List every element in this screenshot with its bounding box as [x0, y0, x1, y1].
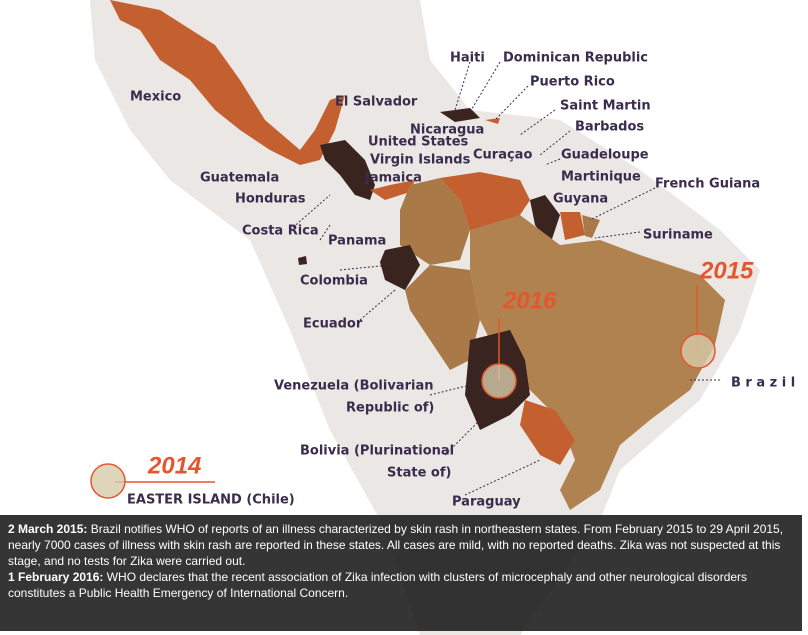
mexico — [110, 0, 345, 165]
ecuador — [380, 245, 420, 290]
peru — [405, 265, 480, 370]
country-label: Bolivia (Plurinational — [300, 444, 454, 459]
marker-2016 — [481, 363, 517, 399]
caption: 2 March 2015: Brazil notifies WHO of rep… — [0, 515, 802, 631]
country-label: Haiti — [450, 51, 485, 66]
year-label: 2014 — [147, 452, 201, 479]
leader-line — [289, 61, 720, 496]
venezuela — [440, 172, 530, 230]
country-label: Puerto Rico — [530, 75, 615, 90]
central-america — [320, 140, 375, 200]
caption-text: Brazil notifies WHO of reports of an ill… — [8, 522, 784, 568]
year-label: 2016 — [502, 287, 557, 314]
country-label: Guadeloupe — [561, 148, 649, 163]
country-label: Nicaragua — [410, 123, 484, 138]
country-label: Colombia — [300, 274, 368, 289]
country-label: Honduras — [235, 192, 306, 207]
country-label: Venezuela (Bolivarian — [274, 379, 433, 394]
paraguay — [520, 400, 575, 465]
country-label: Panama — [328, 234, 386, 249]
country-label: B r a z i l — [731, 376, 795, 391]
french-guiana — [582, 215, 600, 238]
country-label: EASTER ISLAND (Chile) — [127, 493, 295, 508]
country-label: Jamaica — [364, 171, 422, 186]
galapagos — [298, 256, 307, 265]
country-label: Mexico — [130, 90, 181, 105]
country-label: El Salvador — [335, 95, 418, 110]
brazil — [470, 215, 725, 510]
marker-2015 — [680, 333, 716, 369]
caribbean-2 — [485, 118, 500, 124]
country-label: Suriname — [643, 228, 713, 243]
country-label: Republic of) — [346, 401, 434, 416]
country-label: Curaçao — [473, 148, 532, 163]
country-label: State of) — [387, 466, 451, 481]
central-america-south — [370, 180, 415, 200]
marker-2014 — [90, 463, 126, 499]
country-label: Guatemala — [200, 171, 279, 186]
country-label: Barbados — [575, 120, 644, 135]
country-label: Paraguay — [452, 495, 521, 510]
caption-date: 2 March 2015: — [8, 522, 88, 536]
colombia — [400, 178, 470, 265]
country-label: Dominican Republic — [503, 51, 648, 66]
country-label: French Guiana — [655, 177, 760, 192]
country-label: Virgin Islands — [370, 153, 471, 168]
guyana — [530, 195, 560, 245]
caption-text: WHO declares that the recent association… — [8, 570, 748, 600]
country-label: Martinique — [561, 170, 641, 185]
country-label: Saint Martin — [560, 99, 651, 114]
suriname — [560, 212, 585, 240]
country-label: United States — [368, 135, 469, 150]
country-label: Costa Rica — [242, 224, 319, 239]
country-label: Ecuador — [303, 317, 363, 332]
country-label: Guyana — [553, 192, 608, 207]
labels: Mexico El Salvador Haiti Dominican Republic… — [127, 51, 795, 510]
year-label: 2015 — [699, 257, 754, 284]
caption-date: 1 February 2016: — [8, 570, 104, 584]
